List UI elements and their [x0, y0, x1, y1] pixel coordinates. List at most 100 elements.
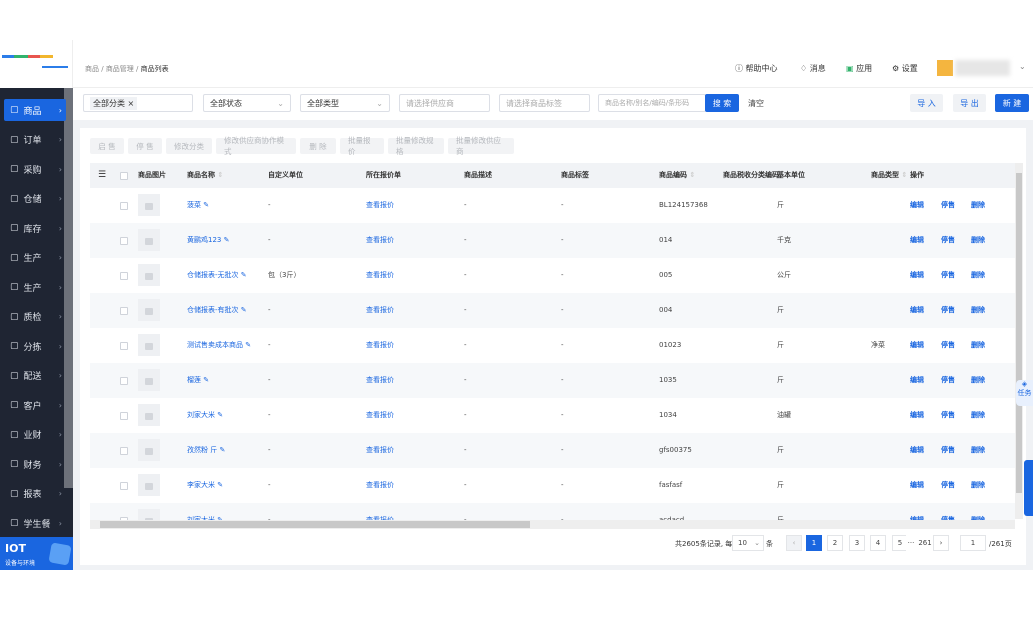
sidebar-item[interactable]: ▢ 采购 ›: [4, 158, 66, 180]
edit-button[interactable]: 编辑: [910, 376, 924, 384]
sidebar-item[interactable]: ▢ 学生餐 ›: [4, 512, 66, 534]
toolbar-button[interactable]: 修改供应商协作模式: [216, 136, 296, 156]
delete-button[interactable]: 删除: [971, 306, 985, 314]
create-button[interactable]: 新 建: [995, 94, 1029, 112]
search-button[interactable]: 搜 索: [705, 94, 739, 112]
delete-button[interactable]: 删除: [971, 201, 985, 209]
sidebar-item[interactable]: ▢ 商品 ›: [4, 99, 66, 121]
view-quote-link[interactable]: 查看报价: [366, 341, 394, 349]
delete-button[interactable]: 删除: [971, 341, 985, 349]
sidebar-item[interactable]: ▢ 生产 ›: [4, 276, 66, 298]
view-quote-link[interactable]: 查看报价: [366, 481, 394, 489]
stop-sale-button[interactable]: 停售: [941, 376, 955, 384]
row-checkbox[interactable]: [120, 202, 128, 210]
row-checkbox[interactable]: [120, 482, 128, 490]
column-header[interactable]: 商品编码 ⇕: [659, 171, 696, 179]
row-checkbox[interactable]: [120, 517, 128, 521]
row-checkbox[interactable]: [120, 307, 128, 315]
product-name-link[interactable]: 黄鹂鸡123 ✎: [187, 236, 230, 244]
edit-button[interactable]: 编辑: [910, 481, 924, 489]
messages[interactable]: ♢ 消息: [800, 64, 826, 73]
stop-sale-button[interactable]: 停售: [941, 411, 955, 419]
settings[interactable]: ⚙ 设置: [892, 64, 918, 73]
view-quote-link[interactable]: 查看报价: [366, 446, 394, 454]
column-header[interactable]: 商品类型 ⇕: [871, 171, 908, 179]
toolbar-button[interactable]: 删 除: [300, 138, 336, 154]
avatar[interactable]: [937, 60, 953, 76]
stop-sale-button[interactable]: 停售: [941, 236, 955, 244]
category-select[interactable]: 全部分类 ×: [83, 94, 193, 112]
horizontal-scrollbar[interactable]: [90, 520, 1015, 529]
stop-sale-button[interactable]: 停售: [941, 201, 955, 209]
stop-sale-button[interactable]: 停售: [941, 481, 955, 489]
sidebar-item[interactable]: ▢ 报表 ›: [4, 483, 66, 505]
page-size-select[interactable]: 10 ⌄: [732, 535, 764, 551]
row-checkbox[interactable]: [120, 342, 128, 350]
product-name-link[interactable]: 测试售卖成本商品 ✎: [187, 341, 252, 349]
page-button[interactable]: 1: [806, 535, 822, 551]
clear-button[interactable]: 清空: [748, 98, 764, 108]
sidebar-item[interactable]: ▢ 生产 ›: [4, 247, 66, 269]
page-button[interactable]: 3: [849, 535, 865, 551]
page-button[interactable]: 4: [870, 535, 886, 551]
export-button[interactable]: 导 出: [953, 94, 986, 112]
sidebar-item[interactable]: ▢ 财务 ›: [4, 453, 66, 475]
type-select[interactable]: 全部类型 ⌄: [300, 94, 390, 112]
sidebar-item[interactable]: ▢ 配送 ›: [4, 365, 66, 387]
supplier-select[interactable]: 请选择供应商: [399, 94, 490, 112]
edit-button[interactable]: 编辑: [910, 201, 924, 209]
view-quote-link[interactable]: 查看报价: [366, 236, 394, 244]
column-header[interactable]: 商品名称 ⇕: [187, 171, 224, 179]
edit-button[interactable]: 编辑: [910, 271, 924, 279]
prev-page-button[interactable]: ‹: [786, 535, 802, 551]
chevron-down-icon[interactable]: ⌄: [1019, 62, 1026, 71]
product-name-link[interactable]: 菠菜 ✎: [187, 201, 210, 209]
edit-button[interactable]: 编辑: [910, 516, 924, 521]
row-checkbox[interactable]: [120, 377, 128, 385]
edit-button[interactable]: 编辑: [910, 236, 924, 244]
select-all-checkbox[interactable]: [120, 172, 128, 180]
next-page-button[interactable]: ›: [933, 535, 949, 551]
stop-sale-button[interactable]: 停售: [941, 341, 955, 349]
task-float-button[interactable]: ◈ 任务: [1016, 380, 1033, 406]
view-quote-link[interactable]: 查看报价: [366, 306, 394, 314]
page-button[interactable]: 5: [892, 535, 908, 551]
sidebar-item[interactable]: ▢ 库存 ›: [4, 217, 66, 239]
toolbar-button[interactable]: 启 售: [90, 138, 124, 154]
row-checkbox[interactable]: [120, 237, 128, 245]
view-quote-link[interactable]: 查看报价: [366, 201, 394, 209]
edit-button[interactable]: 编辑: [910, 446, 924, 454]
column-settings-icon[interactable]: ☰: [98, 170, 107, 180]
view-quote-link[interactable]: 查看报价: [366, 376, 394, 384]
apps[interactable]: ▣ 应用: [846, 64, 873, 73]
view-quote-link[interactable]: 查看报价: [366, 411, 394, 419]
help-center[interactable]: ⓘ 帮助中心: [735, 64, 778, 73]
edit-button[interactable]: 编辑: [910, 306, 924, 314]
page-jump-input[interactable]: 1: [960, 535, 986, 551]
delete-button[interactable]: 删除: [971, 271, 985, 279]
product-name-link[interactable]: 刘家大米 ✎: [187, 503, 223, 521]
toolbar-button[interactable]: 停 售: [128, 138, 162, 154]
product-name-link[interactable]: 孜然粉 斤 ✎: [187, 446, 226, 454]
search-input[interactable]: 商品名称/别名/编码/条形码: [598, 94, 706, 112]
view-quote-link[interactable]: 查看报价: [366, 516, 394, 521]
toolbar-button[interactable]: 批量修改规格: [388, 136, 444, 156]
stop-sale-button[interactable]: 停售: [941, 516, 955, 521]
row-checkbox[interactable]: [120, 412, 128, 420]
product-name-link[interactable]: 榴莲 ✎: [187, 376, 210, 384]
delete-button[interactable]: 删除: [971, 516, 985, 521]
sidebar-item[interactable]: ▢ 业财 ›: [4, 424, 66, 446]
product-name-link[interactable]: 仓储报表-无批次 ✎: [187, 271, 247, 279]
stop-sale-button[interactable]: 停售: [941, 446, 955, 454]
stop-sale-button[interactable]: 停售: [941, 306, 955, 314]
row-checkbox[interactable]: [120, 447, 128, 455]
delete-button[interactable]: 删除: [971, 481, 985, 489]
edit-button[interactable]: 编辑: [910, 341, 924, 349]
delete-button[interactable]: 删除: [971, 446, 985, 454]
product-name-link[interactable]: 刘家大米 ✎: [187, 411, 224, 419]
row-checkbox[interactable]: [120, 272, 128, 280]
sidebar-scrollbar[interactable]: [64, 88, 73, 488]
breadcrumb-item[interactable]: 商品管理: [105, 65, 134, 73]
iot-banner[interactable]: IOT 设备与环境: [0, 537, 73, 570]
delete-button[interactable]: 删除: [971, 411, 985, 419]
